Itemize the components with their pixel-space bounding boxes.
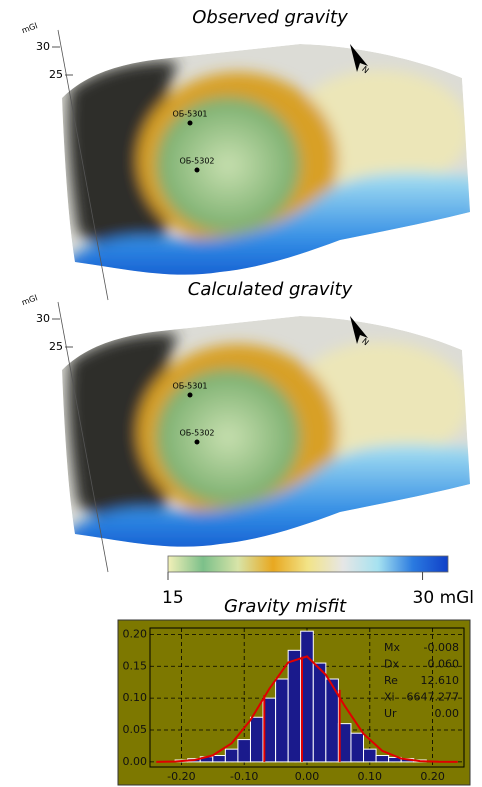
stat-value: 0.00 — [435, 707, 460, 720]
chart-title: Gravity misfit — [224, 596, 347, 617]
well-label: ОБ-5302 — [179, 157, 214, 166]
well-point — [188, 393, 193, 398]
colorbar — [168, 556, 448, 572]
bar — [351, 733, 364, 762]
z-tick-label: 25 — [49, 340, 63, 353]
z-axis-label: mGl — [20, 293, 38, 307]
y-tick-label: 0.10 — [123, 691, 148, 704]
bar — [225, 749, 238, 762]
stat-value: 6647.277 — [407, 691, 460, 704]
stat-name: Ur — [384, 707, 397, 720]
stat-value: -0.008 — [424, 641, 459, 654]
figure: Observed gravitymGl2530ОБ-5301ОБ-5302NCa… — [0, 0, 482, 787]
stat-value: 0.060 — [428, 658, 460, 671]
stat-name: Xi — [384, 691, 395, 704]
bar — [250, 717, 263, 762]
y-tick-label: 0.15 — [123, 659, 148, 672]
bar — [238, 740, 251, 762]
stat-value: 12.610 — [421, 674, 460, 687]
colorbar-tick-label: 15 — [162, 588, 184, 608]
bar — [376, 756, 389, 762]
well-point — [188, 121, 193, 126]
well-label: ОБ-5302 — [179, 429, 214, 438]
chart-title: Observed gravity — [192, 7, 348, 28]
bar — [276, 679, 289, 762]
y-tick-label: 0.00 — [123, 755, 148, 768]
x-tick-label: -0.10 — [230, 770, 258, 783]
y-tick-label: 0.05 — [123, 723, 148, 736]
well-point — [195, 440, 200, 445]
colorbar-tick-label: 30 mGl — [413, 588, 475, 608]
well-point — [195, 168, 200, 173]
bar — [313, 663, 326, 762]
well-label: ОБ-5301 — [172, 382, 207, 391]
x-tick-label: 0.10 — [358, 770, 383, 783]
z-tick-label: 25 — [49, 68, 63, 81]
chart-title: Calculated gravity — [188, 279, 353, 300]
stat-name: Mx — [384, 641, 400, 654]
stat-name: Dx — [384, 658, 399, 671]
stat-name: Re — [384, 674, 398, 687]
bar — [364, 749, 377, 762]
bar — [288, 650, 301, 762]
z-tick-label: 30 — [36, 312, 50, 325]
well-label: ОБ-5301 — [172, 110, 207, 119]
bar — [213, 756, 226, 762]
y-tick-label: 0.20 — [123, 627, 148, 640]
x-tick-label: 0.00 — [295, 770, 320, 783]
x-tick-label: -0.20 — [167, 770, 195, 783]
x-tick-label: 0.20 — [420, 770, 445, 783]
z-axis-label: mGl — [20, 21, 38, 35]
z-tick-label: 30 — [36, 40, 50, 53]
